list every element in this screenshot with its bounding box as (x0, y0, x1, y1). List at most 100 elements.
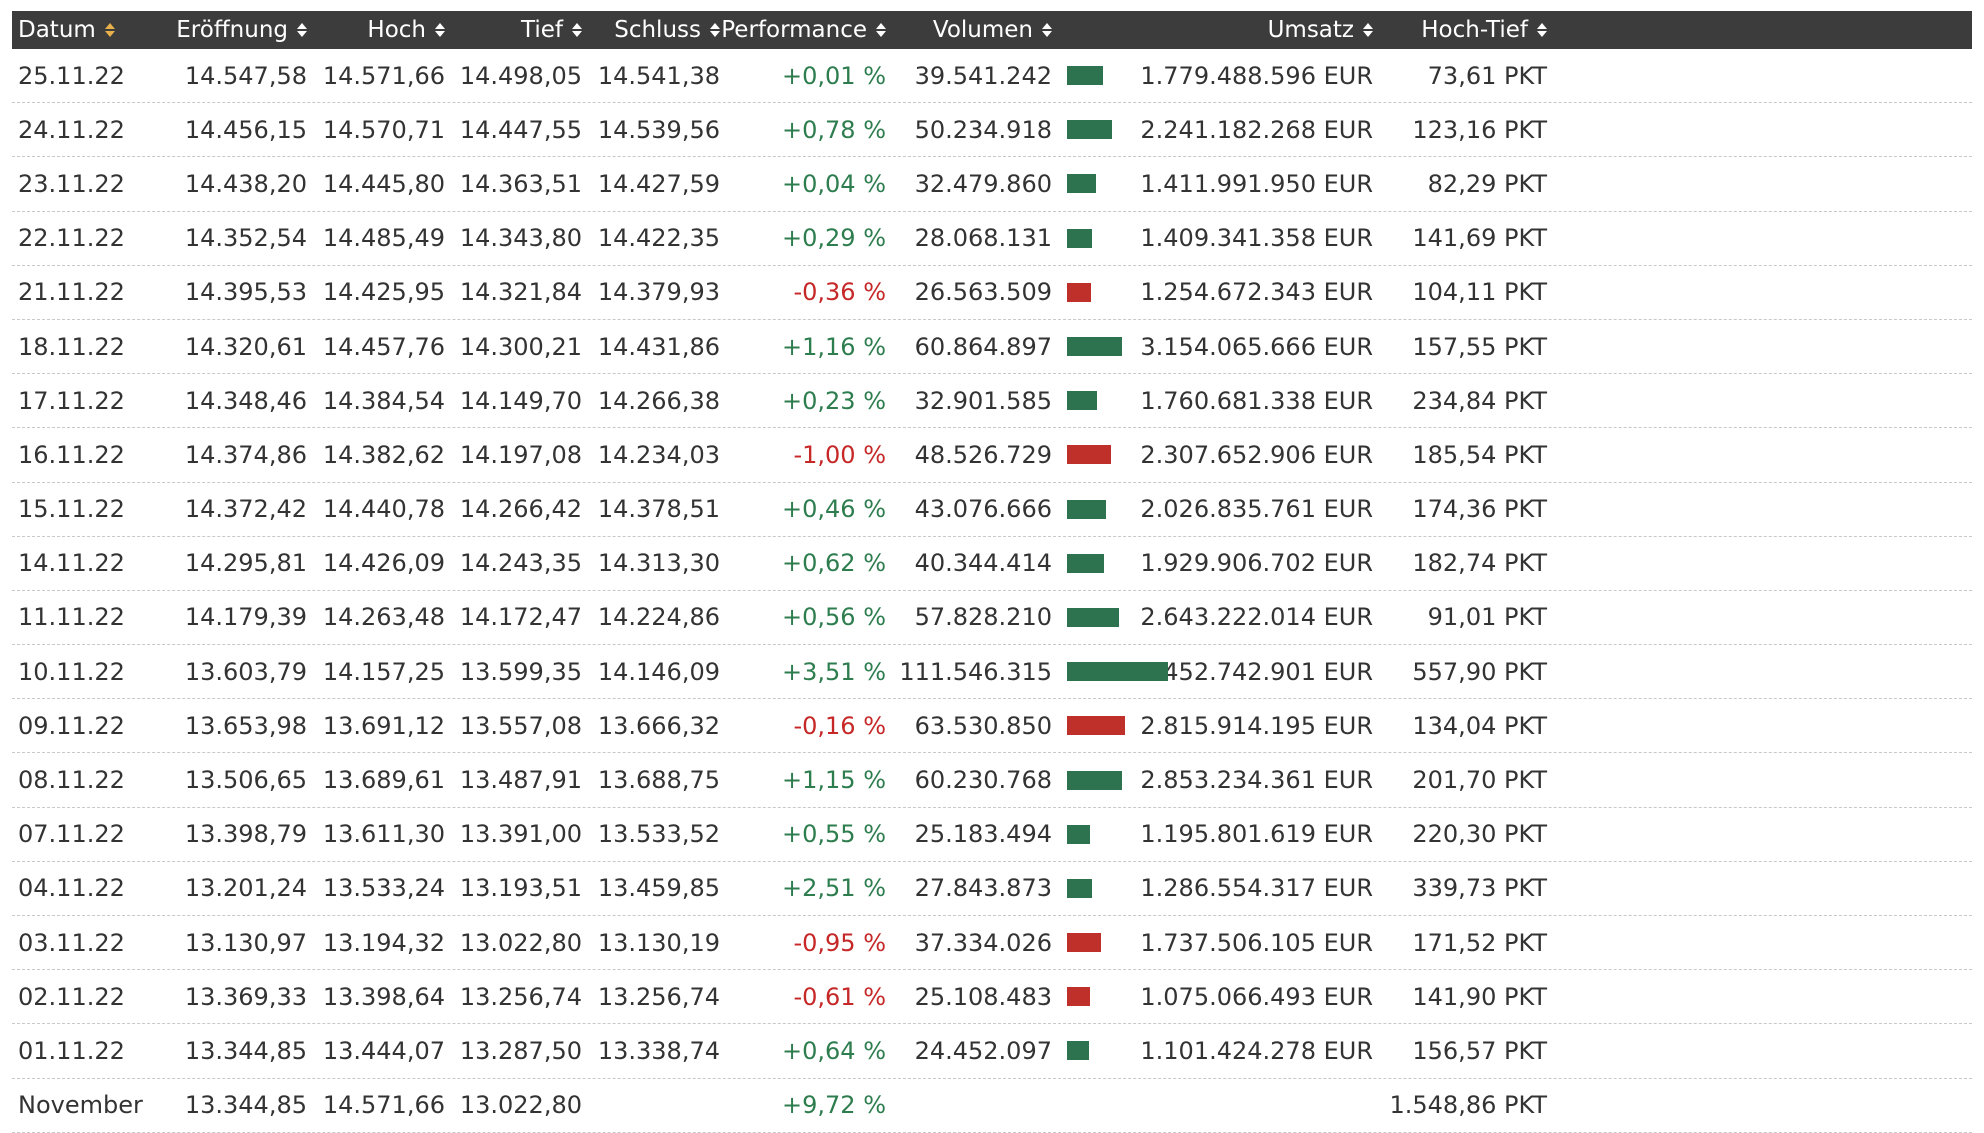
cell-datum: 03.11.22 (18, 928, 125, 957)
cell-hoch: 14.445,80 (322, 169, 445, 198)
table-row: 02.11.22 13.369,33 13.398,64 13.256,74 13.25… (12, 970, 1972, 1025)
cell-performance: +0,04 % (782, 169, 886, 198)
cell-schluss: 13.688,75 (597, 766, 720, 795)
column-header-label: Umsatz (1267, 17, 1354, 43)
cell-volumen: 48.526.729 (914, 440, 1052, 469)
cell-datum: 07.11.22 (18, 820, 125, 849)
cell-datum: 23.11.22 (18, 169, 125, 198)
cell-hoch: 14.426,09 (322, 549, 445, 578)
cell-performance: +9,72 % (782, 1091, 886, 1120)
summary-row: November 13.344,85 14.571,66 13.022,80 +9,72… (12, 1079, 1972, 1133)
cell-datum: 09.11.22 (18, 711, 125, 740)
cell-tief: 14.498,05 (459, 61, 582, 90)
table-row: 09.11.22 13.653,98 13.691,12 13.557,08 13.66… (12, 699, 1972, 754)
sort-icon[interactable] (710, 23, 720, 37)
cell-eroeffnung: 13.398,79 (184, 820, 307, 849)
cell-hoch: 14.570,71 (322, 115, 445, 144)
cell-volumen: 111.546.315 (899, 657, 1052, 686)
cell-schluss: 14.224,86 (597, 603, 720, 632)
cell-schluss (590, 1079, 720, 1132)
cell-hoch: 13.689,61 (322, 766, 445, 795)
cell-hochtief: 220,30 PKT (1412, 820, 1547, 849)
cell-tief: 13.022,80 (459, 1091, 582, 1120)
volume-bar (1067, 337, 1122, 357)
cell-hoch: 13.444,07 (322, 1036, 445, 1065)
cell-datum: 25.11.22 (18, 61, 125, 90)
cell-schluss: 14.431,86 (597, 332, 720, 361)
cell-umsatz: 1.760.681.338 EUR (1140, 386, 1373, 415)
volume-bar (1067, 445, 1111, 465)
column-header-datum[interactable]: Datum (12, 11, 138, 49)
cell-volumen: 43.076.666 (914, 495, 1052, 524)
cell-volumen: 27.843.873 (914, 874, 1052, 903)
cell-hoch: 14.457,76 (322, 332, 445, 361)
cell-tief: 14.300,21 (459, 332, 582, 361)
cell-performance: +0,55 % (782, 820, 886, 849)
sort-icon[interactable] (1042, 23, 1052, 37)
cell-volumen: 63.530.850 (914, 711, 1052, 740)
cell-volumen: 40.344.414 (914, 549, 1052, 578)
column-header-umsatz[interactable]: Umsatz (1152, 11, 1373, 49)
cell-tief: 14.343,80 (459, 224, 582, 253)
column-header-hoch-tief[interactable]: Hoch-Tief (1387, 11, 1547, 49)
column-header-label: Hoch-Tief (1421, 17, 1528, 43)
volume-bar (1067, 174, 1096, 194)
cell-eroeffnung: 14.438,20 (184, 169, 307, 198)
table-row: 24.11.22 14.456,15 14.570,71 14.447,55 14.53… (12, 103, 1972, 158)
column-header-label: Datum (18, 17, 96, 43)
cell-eroeffnung: 14.372,42 (184, 495, 307, 524)
table-row: 16.11.22 14.374,86 14.382,62 14.197,08 14.23… (12, 428, 1972, 483)
cell-schluss: 14.379,93 (597, 278, 720, 307)
cell-schluss: 14.427,59 (597, 169, 720, 198)
cell-umsatz: 2.815.914.195 EUR (1140, 711, 1373, 740)
cell-eroeffnung: 14.456,15 (184, 115, 307, 144)
cell-schluss: 14.234,03 (597, 440, 720, 469)
cell-umsatz: 1.286.554.317 EUR (1140, 874, 1373, 903)
cell-hoch: 14.571,66 (322, 61, 445, 90)
column-header-eroeffnung[interactable]: Eröffnung (172, 11, 307, 49)
cell-schluss: 13.256,74 (597, 982, 720, 1011)
cell-umsatz: 1.411.991.950 EUR (1140, 169, 1373, 198)
column-header-volumen[interactable]: Volumen (892, 11, 1052, 49)
sort-icon[interactable] (572, 23, 582, 37)
sort-icon[interactable] (1363, 23, 1373, 37)
cell-datum: 10.11.22 (18, 657, 125, 686)
cell-volumen: 26.563.509 (914, 278, 1052, 307)
column-header-performance[interactable]: Performance (721, 11, 886, 49)
column-header-hoch[interactable]: Hoch (312, 11, 445, 49)
sort-icon[interactable] (297, 23, 307, 37)
cell-eroeffnung: 13.653,98 (184, 711, 307, 740)
volume-bar (1067, 553, 1104, 573)
cell-eroeffnung: 14.547,58 (184, 61, 307, 90)
cell-eroeffnung: 13.344,85 (184, 1036, 307, 1065)
sort-icon[interactable] (876, 23, 886, 37)
volume-bar (1067, 987, 1090, 1007)
cell-tief: 14.266,42 (459, 495, 582, 524)
column-header-schluss[interactable]: Schluss (590, 11, 720, 49)
volume-bar (1067, 391, 1097, 411)
cell-eroeffnung: 13.201,24 (184, 874, 307, 903)
column-header-tief[interactable]: Tief (452, 11, 582, 49)
cell-volumen: 60.864.897 (914, 332, 1052, 361)
table-row: 11.11.22 14.179,39 14.263,48 14.172,47 14.22… (12, 591, 1972, 646)
cell-performance: +0,23 % (782, 386, 886, 415)
cell-datum: 22.11.22 (18, 224, 125, 253)
cell-hochtief: 123,16 PKT (1412, 115, 1547, 144)
cell-performance: +3,51 % (782, 657, 886, 686)
table-row: 18.11.22 14.320,61 14.457,76 14.300,21 14.43… (12, 320, 1972, 375)
cell-schluss: 13.666,32 (597, 711, 720, 740)
cell-umsatz: 1.409.341.358 EUR (1140, 224, 1373, 253)
cell-performance: +0,01 % (782, 61, 886, 90)
historical-prices-table: Datum Eröffnung Hoch Tief Schluss Performance… (12, 11, 1972, 1133)
sort-icon[interactable] (1537, 23, 1547, 37)
cell-performance: +2,51 % (782, 874, 886, 903)
cell-umsatz: 1.737.506.105 EUR (1140, 928, 1373, 957)
cell-umsatz: 1.195.801.619 EUR (1140, 820, 1373, 849)
cell-tief: 13.193,51 (459, 874, 582, 903)
cell-datum: 14.11.22 (18, 549, 125, 578)
volume-bar (1067, 933, 1101, 953)
sort-icon[interactable] (435, 23, 445, 37)
cell-tief: 14.172,47 (459, 603, 582, 632)
sort-icon[interactable] (104, 23, 115, 37)
cell-hoch: 14.263,48 (322, 603, 445, 632)
